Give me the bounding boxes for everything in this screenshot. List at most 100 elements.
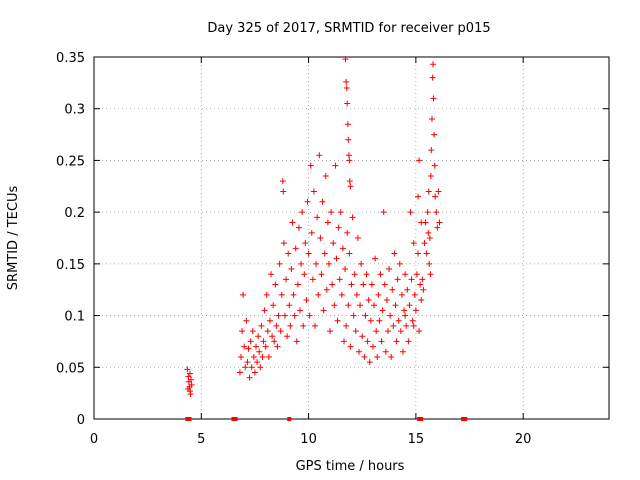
- x-tick-label: 20: [515, 432, 532, 447]
- data-point: [348, 281, 355, 288]
- y-tick-label: 0: [77, 413, 85, 428]
- data-point: [347, 343, 354, 350]
- data-point: [347, 183, 354, 190]
- baseline-marker: [463, 417, 468, 421]
- data-point: [293, 338, 300, 345]
- data-point: [291, 312, 298, 319]
- data-point: [317, 235, 324, 241]
- data-point: [286, 302, 293, 309]
- data-point: [361, 353, 368, 360]
- data-point: [367, 317, 374, 324]
- data-point: [334, 317, 341, 324]
- data-point: [313, 260, 320, 267]
- data-point: [310, 188, 317, 195]
- data-point: [380, 209, 387, 216]
- data-point: [290, 291, 297, 298]
- data-point: [339, 245, 346, 252]
- data-point: [300, 322, 307, 329]
- baseline-marker: [187, 417, 192, 421]
- data-point: [354, 235, 361, 241]
- data-point: [403, 322, 410, 329]
- data-point: [253, 343, 260, 350]
- data-point: [299, 209, 306, 216]
- data-point: [350, 312, 357, 319]
- data-point: [245, 345, 252, 352]
- data-point: [386, 266, 393, 273]
- data-point: [342, 266, 349, 273]
- data-point: [331, 302, 338, 309]
- data-point: [278, 291, 285, 298]
- data-point: [366, 359, 373, 366]
- data-point: [242, 364, 249, 371]
- data-point: [416, 157, 423, 164]
- data-point: [305, 250, 312, 257]
- data-point: [312, 322, 319, 329]
- data-point: [415, 250, 422, 257]
- data-point: [254, 359, 261, 366]
- data-point: [301, 271, 308, 278]
- data-point: [269, 333, 276, 340]
- data-point: [373, 328, 380, 335]
- data-point: [264, 328, 271, 335]
- data-point: [304, 198, 311, 205]
- data-point: [401, 307, 408, 314]
- data-point: [236, 369, 243, 376]
- data-point: [239, 328, 246, 335]
- data-point: [257, 364, 264, 371]
- data-point: [360, 281, 367, 288]
- data-point: [375, 291, 382, 298]
- data-point: [346, 178, 353, 185]
- data-point: [410, 322, 417, 329]
- data-point: [402, 271, 409, 278]
- data-point: [384, 328, 391, 335]
- data-point: [315, 291, 322, 298]
- data-point: [409, 317, 416, 324]
- y-tick-label: 0.2: [64, 206, 85, 221]
- y-tick-label: 0.3: [64, 103, 85, 118]
- y-tick-label: 0.15: [56, 258, 85, 273]
- data-point: [371, 302, 378, 309]
- data-point: [410, 240, 417, 247]
- data-points: [184, 56, 443, 398]
- baseline-marker: [461, 417, 466, 421]
- data-point: [322, 172, 329, 179]
- data-point: [344, 100, 351, 107]
- data-point: [258, 322, 265, 329]
- data-point: [292, 245, 299, 252]
- data-point: [404, 286, 411, 293]
- data-point: [408, 276, 415, 283]
- data-point: [255, 333, 262, 340]
- data-point: [430, 95, 437, 102]
- data-point: [185, 373, 192, 380]
- data-point: [415, 193, 422, 200]
- data-point: [394, 276, 401, 283]
- data-point: [351, 271, 358, 278]
- data-point: [283, 276, 290, 283]
- data-point: [321, 250, 328, 257]
- data-point: [288, 266, 295, 273]
- data-point: [343, 322, 350, 329]
- data-point: [411, 291, 418, 298]
- data-point: [369, 343, 376, 350]
- data-point: [297, 307, 303, 314]
- data-point: [425, 188, 432, 195]
- data-point: [424, 209, 431, 216]
- baseline-marker: [233, 417, 238, 421]
- data-point: [271, 338, 278, 345]
- data-point: [241, 343, 248, 350]
- data-point: [247, 338, 254, 345]
- data-point: [376, 317, 383, 324]
- data-point: [426, 260, 433, 267]
- data-point: [420, 286, 427, 293]
- data-point: [281, 312, 288, 319]
- data-point: [316, 152, 323, 159]
- data-point: [344, 229, 351, 236]
- data-point: [251, 369, 258, 376]
- data-point: [187, 391, 194, 398]
- data-point: [342, 56, 349, 63]
- data-point: [279, 178, 286, 185]
- data-point: [343, 78, 350, 85]
- data-point: [359, 333, 366, 340]
- data-point: [263, 291, 270, 298]
- data-point: [379, 307, 386, 314]
